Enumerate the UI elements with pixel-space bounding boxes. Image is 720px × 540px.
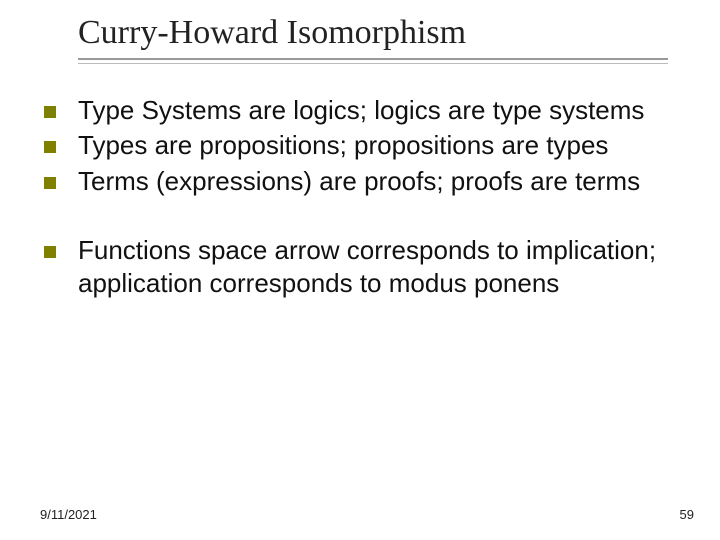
bullet-text: Terms (expressions) are proofs; proofs a…	[78, 165, 690, 198]
underline-secondary	[78, 63, 668, 64]
list-item: Functions space arrow corresponds to imp…	[40, 234, 690, 301]
slide-body: Type Systems are logics; logics are type…	[40, 94, 690, 302]
bullet-text: Type Systems are logics; logics are type…	[78, 94, 690, 127]
list-item: Terms (expressions) are proofs; proofs a…	[40, 165, 690, 198]
list-item: Types are propositions; propositions are…	[40, 129, 690, 162]
bullet-square-icon	[44, 106, 56, 118]
slide: Curry-Howard Isomorphism Type Systems ar…	[0, 0, 720, 540]
list-item: Type Systems are logics; logics are type…	[40, 94, 690, 127]
bullet-text: Functions space arrow corresponds to imp…	[78, 234, 690, 301]
bullet-square-icon	[44, 246, 56, 258]
bullet-square-icon	[44, 141, 56, 153]
footer-date: 9/11/2021	[40, 507, 97, 522]
title-underline	[78, 58, 668, 64]
underline-primary	[78, 58, 668, 60]
title-wrap: Curry-Howard Isomorphism	[78, 14, 680, 52]
slide-title: Curry-Howard Isomorphism	[78, 14, 680, 52]
bullet-text: Types are propositions; propositions are…	[78, 129, 690, 162]
footer-page-number: 59	[680, 507, 694, 522]
bullet-square-icon	[44, 177, 56, 189]
